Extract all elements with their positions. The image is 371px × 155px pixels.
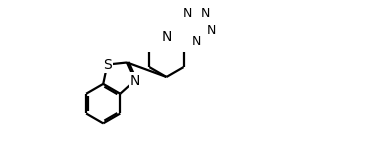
Text: N: N	[183, 7, 192, 20]
Text: N: N	[130, 73, 140, 88]
Text: N: N	[207, 24, 216, 38]
Text: N: N	[201, 7, 210, 20]
Text: N: N	[161, 31, 172, 44]
Text: N: N	[192, 35, 201, 48]
Text: S: S	[103, 58, 112, 72]
